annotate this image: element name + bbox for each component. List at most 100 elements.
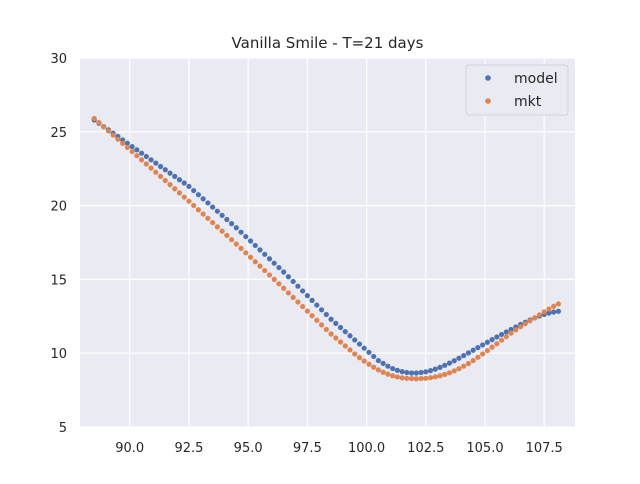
point-mkt bbox=[219, 228, 225, 234]
point-mkt bbox=[390, 373, 396, 379]
point-model bbox=[399, 369, 405, 375]
point-mkt bbox=[408, 375, 415, 382]
point-model bbox=[252, 242, 258, 249]
plot-area bbox=[80, 58, 575, 427]
point-model bbox=[423, 369, 429, 375]
data-points bbox=[91, 115, 562, 382]
point-mkt bbox=[233, 241, 239, 247]
point-mkt bbox=[475, 354, 481, 360]
point-mkt bbox=[361, 358, 367, 364]
point-mkt bbox=[418, 375, 424, 382]
point-mkt bbox=[503, 334, 509, 340]
point-model bbox=[323, 311, 329, 318]
point-mkt bbox=[176, 190, 183, 196]
point-mkt bbox=[228, 237, 235, 243]
point-mkt bbox=[342, 343, 348, 349]
point-mkt bbox=[489, 344, 495, 350]
point-mkt bbox=[157, 173, 164, 179]
point-model bbox=[262, 251, 268, 257]
point-model bbox=[290, 278, 296, 285]
point-mkt bbox=[167, 182, 173, 188]
point-model bbox=[124, 140, 130, 146]
grid-lines bbox=[80, 57, 575, 428]
x-tick-label: 105.0 bbox=[466, 441, 503, 456]
point-model bbox=[143, 153, 149, 160]
y-tick-label: 5 bbox=[59, 421, 67, 436]
point-mkt bbox=[181, 194, 187, 200]
point-mkt bbox=[347, 347, 353, 353]
point-mkt bbox=[323, 326, 329, 333]
point-model bbox=[394, 367, 400, 373]
point-model bbox=[210, 204, 216, 210]
point-model bbox=[366, 349, 372, 355]
point-model bbox=[361, 345, 367, 351]
point-mkt bbox=[498, 337, 505, 343]
point-model bbox=[257, 247, 263, 253]
point-mkt bbox=[191, 202, 197, 209]
legend-box bbox=[465, 64, 569, 116]
x-tick-label: 102.5 bbox=[407, 441, 444, 456]
point-model bbox=[380, 360, 386, 366]
point-mkt bbox=[380, 369, 386, 375]
point-mkt bbox=[394, 374, 400, 380]
point-model bbox=[243, 233, 249, 240]
point-model bbox=[195, 192, 202, 198]
point-mkt bbox=[337, 339, 344, 345]
point-model bbox=[162, 167, 168, 173]
point-model bbox=[356, 341, 363, 347]
point-mkt bbox=[442, 371, 448, 378]
point-mkt bbox=[522, 321, 528, 327]
point-mkt bbox=[195, 207, 202, 213]
point-mkt bbox=[456, 366, 462, 372]
point-model bbox=[138, 150, 145, 156]
point-mkt bbox=[162, 177, 168, 184]
point-mkt bbox=[210, 219, 216, 226]
point-mkt bbox=[115, 136, 121, 142]
y-tick-label: 15 bbox=[50, 273, 67, 288]
point-model bbox=[134, 147, 140, 153]
y-tick-label: 20 bbox=[50, 200, 67, 215]
point-model bbox=[442, 362, 448, 368]
point-model bbox=[281, 269, 287, 275]
point-mkt bbox=[309, 313, 315, 319]
point-model bbox=[461, 352, 467, 359]
point-model bbox=[304, 293, 310, 299]
point-model bbox=[371, 353, 377, 360]
point-model bbox=[266, 256, 273, 262]
point-mkt bbox=[333, 335, 339, 341]
point-mkt bbox=[314, 317, 320, 323]
point-model bbox=[480, 342, 486, 348]
point-mkt bbox=[470, 357, 476, 364]
point-mkt bbox=[285, 290, 292, 296]
point-mkt bbox=[214, 224, 220, 230]
point-model bbox=[276, 264, 282, 271]
point-mkt bbox=[91, 115, 97, 122]
point-mkt bbox=[148, 165, 154, 171]
point-model bbox=[465, 350, 472, 356]
point-model bbox=[546, 310, 552, 316]
legend: model mkt bbox=[465, 64, 569, 116]
point-model bbox=[314, 302, 320, 308]
point-model bbox=[503, 329, 509, 335]
point-mkt bbox=[451, 368, 457, 374]
point-model bbox=[181, 180, 187, 186]
point-model bbox=[508, 326, 514, 333]
point-mkt bbox=[413, 376, 419, 382]
point-mkt bbox=[356, 355, 363, 361]
point-mkt bbox=[262, 267, 268, 274]
point-mkt bbox=[423, 375, 429, 381]
point-model bbox=[470, 347, 476, 353]
point-model bbox=[271, 260, 277, 266]
point-model bbox=[475, 344, 481, 351]
point-mkt bbox=[480, 351, 486, 357]
point-mkt bbox=[532, 315, 538, 321]
point-model bbox=[408, 370, 415, 376]
point-model bbox=[167, 170, 173, 176]
point-mkt bbox=[494, 341, 500, 347]
x-axis-ticks: 90.0 92.5 95.0 97.5 100.0 102.5 105.0 107.5 bbox=[115, 441, 563, 456]
x-tick-label: 92.5 bbox=[174, 441, 203, 456]
point-model bbox=[300, 288, 306, 294]
point-model bbox=[200, 196, 206, 202]
point-mkt bbox=[243, 250, 249, 256]
point-model bbox=[129, 143, 135, 150]
